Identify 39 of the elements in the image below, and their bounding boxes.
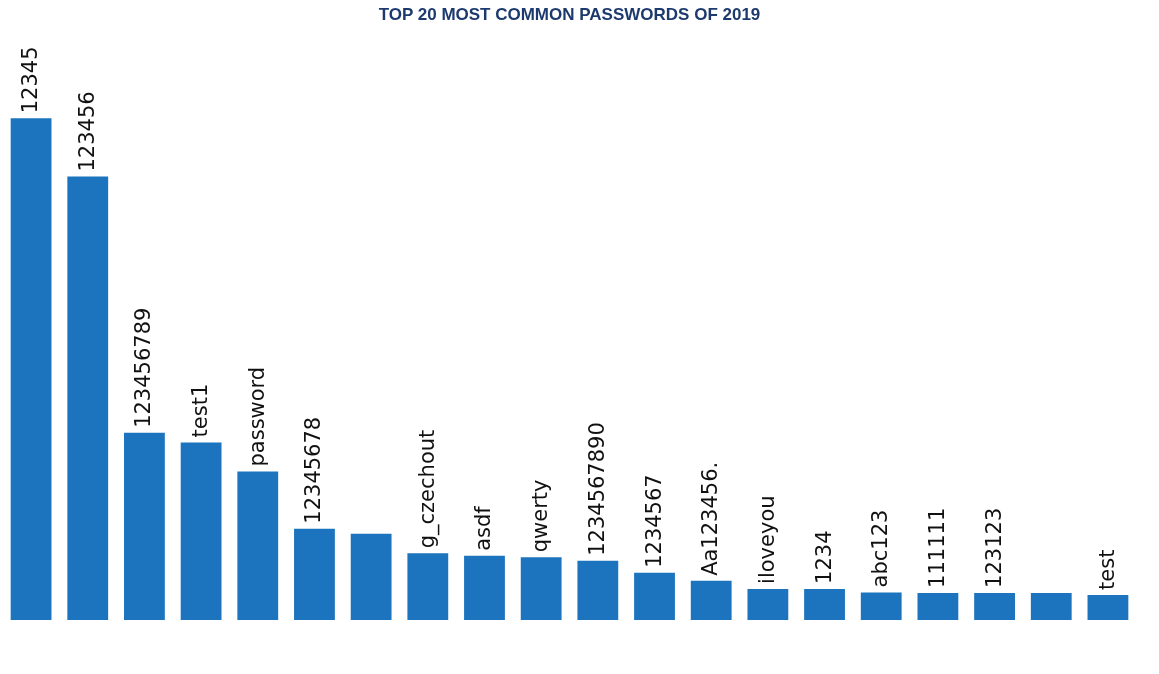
bar (294, 528, 335, 620)
x-tick-label: iloveyou (754, 495, 779, 584)
x-tick-label: 1234567 (641, 474, 666, 568)
bar (747, 588, 789, 620)
bar (10, 118, 52, 620)
bar (804, 588, 845, 620)
bar (67, 176, 109, 620)
bar (690, 580, 732, 620)
bar (180, 442, 222, 620)
x-tick-label: 1234 (811, 530, 836, 584)
bar (634, 572, 675, 620)
x-tick-label: test1 (188, 383, 213, 438)
x-tick-label: 111111 (924, 507, 949, 588)
bar (407, 553, 449, 620)
x-tick-label: 12345678 (301, 416, 326, 524)
bar (577, 560, 619, 620)
x-tick-label: 123456 (74, 91, 99, 172)
bar (860, 592, 902, 620)
x-tick-label: abc123 (868, 509, 893, 588)
bar (974, 592, 1015, 620)
bar (350, 533, 392, 620)
x-tick-label: 1234567890 (584, 422, 609, 556)
x-tick-label: asdf (471, 505, 496, 551)
bar (1030, 592, 1072, 620)
x-tick-label: 12345 (18, 46, 43, 114)
chart-title: TOP 20 MOST COMMON PASSWORDS OF 2019 (378, 5, 761, 24)
x-tick-label: qwerty (528, 479, 553, 553)
bar (917, 592, 959, 620)
x-tick-label: g_czechout (414, 429, 440, 549)
x-tick-label: 123123 (981, 507, 1006, 588)
x-tick-label: Aa123456. (698, 461, 723, 576)
bar (1087, 594, 1129, 620)
bar (464, 555, 505, 620)
bar (124, 432, 165, 620)
bar (520, 557, 562, 620)
x-tick-label: test (1094, 549, 1119, 590)
x-tick-label: password (244, 366, 269, 467)
bar (237, 471, 279, 620)
x-tick-label: 123456789 (131, 307, 156, 428)
